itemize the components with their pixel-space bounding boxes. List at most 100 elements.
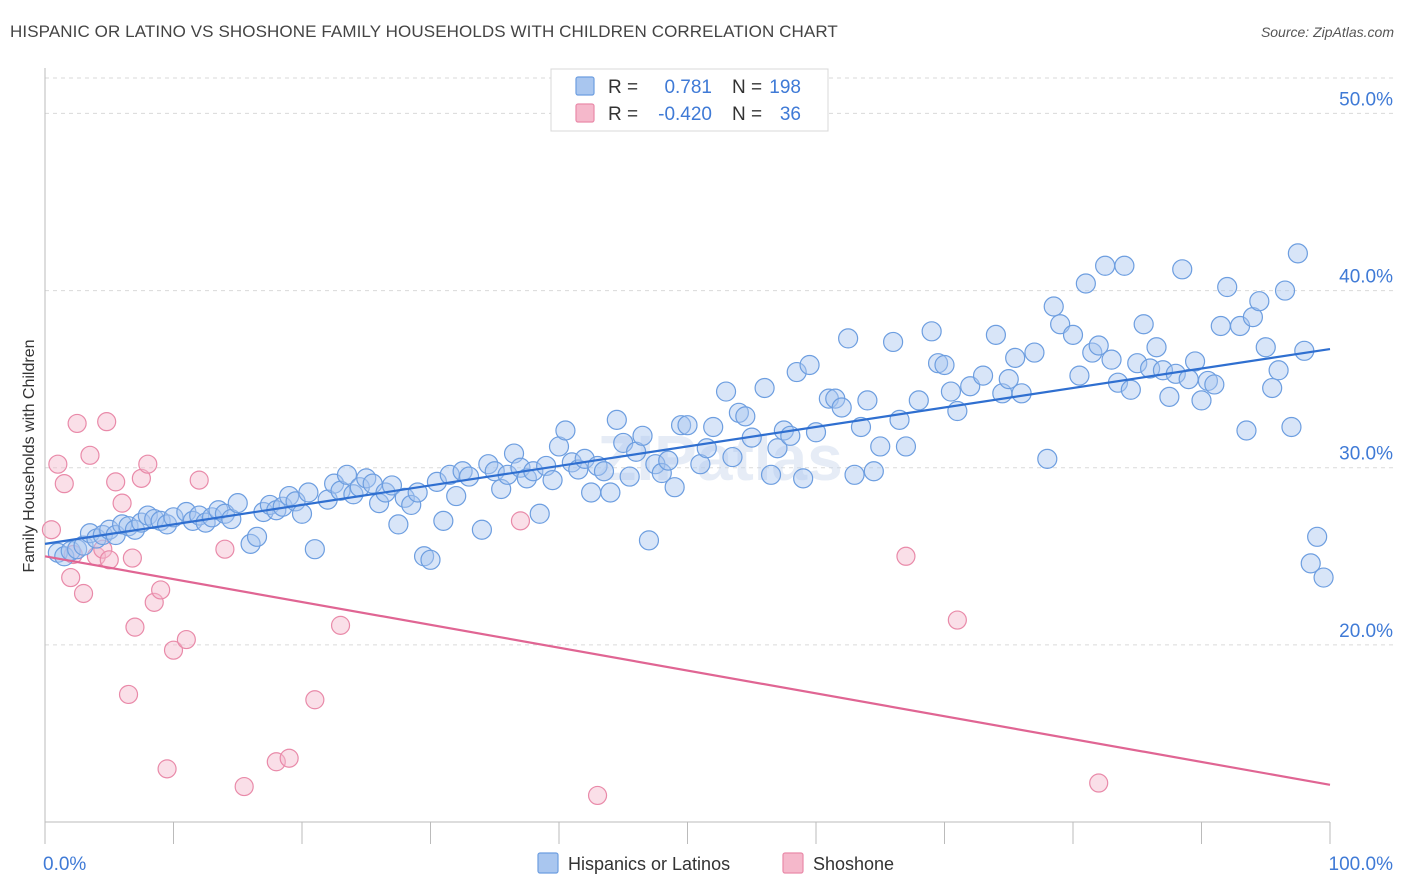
trend-lines	[44, 347, 1331, 786]
data-point	[189, 470, 209, 490]
trend-line-shoshone	[44, 555, 1331, 786]
data-point	[1262, 377, 1283, 399]
data-point	[61, 567, 81, 588]
data-point	[863, 461, 884, 482]
data-point	[41, 520, 62, 540]
data-point	[304, 539, 325, 560]
data-point	[131, 468, 151, 488]
data-point	[1037, 448, 1058, 469]
data-point	[144, 592, 164, 612]
legend-n-label-2: N =	[732, 104, 762, 125]
data-point	[1236, 420, 1257, 441]
data-point	[1159, 386, 1180, 407]
data-point	[1172, 259, 1193, 280]
data-point	[67, 413, 87, 434]
data-point	[908, 390, 929, 411]
data-point	[1210, 315, 1231, 337]
legend-box	[550, 68, 829, 132]
legend-swatch-pink	[575, 103, 595, 123]
data-point	[838, 328, 859, 349]
y-tick-label: 50.0%	[1339, 89, 1393, 110]
data-point	[413, 546, 435, 567]
data-point	[677, 415, 698, 436]
legend-n-value-1: 198	[769, 77, 801, 98]
data-point	[1120, 379, 1141, 400]
data-point	[870, 436, 891, 457]
data-point	[735, 406, 756, 427]
bottom-legend-label-1: Hispanics or Latinos	[568, 854, 730, 874]
data-point	[844, 464, 865, 485]
data-point	[471, 519, 492, 540]
data-point	[227, 493, 248, 514]
chart-title: HISPANIC OR LATINO VS SHOSHONE FAMILY HO…	[10, 22, 838, 41]
data-point	[857, 390, 878, 411]
data-point	[151, 580, 171, 600]
legend-n-label-1: N =	[732, 77, 762, 98]
data-point	[1274, 280, 1296, 301]
data-point	[1294, 340, 1315, 361]
data-point	[420, 549, 441, 570]
data-point	[97, 412, 117, 432]
data-point	[1069, 365, 1090, 386]
legend-r-label-1: R =	[608, 77, 638, 98]
y-tick-label: 30.0%	[1339, 444, 1393, 465]
y-tick-label: 20.0%	[1339, 621, 1393, 642]
data-point	[850, 416, 872, 438]
data-point	[658, 450, 679, 471]
data-point	[1133, 314, 1154, 335]
bottom-legend-swatch-pink	[782, 852, 804, 874]
data-point	[112, 493, 132, 513]
data-point	[985, 324, 1007, 345]
data-point	[1127, 353, 1148, 374]
data-point	[138, 454, 158, 474]
source-credit: Source: ZipAtlas.com	[1260, 24, 1394, 40]
data-point	[1307, 526, 1328, 547]
data-point	[73, 583, 94, 604]
legend-r-value-1: 0.781	[664, 77, 712, 98]
data-point	[1146, 337, 1167, 358]
data-point	[426, 471, 448, 492]
data-point	[921, 321, 942, 342]
trend-line-hispanic	[44, 347, 1331, 545]
data-point	[336, 464, 358, 485]
data-point	[246, 526, 268, 547]
bottom-legend-label-2: Shoshone	[813, 854, 894, 874]
data-point	[73, 535, 94, 556]
data-point	[715, 381, 737, 402]
data-point	[638, 530, 660, 551]
data-point	[122, 548, 142, 568]
data-point	[1114, 255, 1135, 276]
legend-r-value-2: -0.420	[658, 104, 712, 125]
data-point	[1281, 416, 1302, 438]
data-point	[433, 510, 454, 531]
data-point	[972, 365, 994, 386]
data-point	[305, 690, 325, 710]
data-point	[458, 466, 480, 487]
data-point	[298, 482, 319, 503]
data-point	[1217, 276, 1238, 298]
data-point	[587, 785, 608, 806]
data-point	[291, 503, 313, 524]
data-point	[896, 546, 916, 566]
data-point	[54, 474, 74, 494]
data-point	[279, 485, 300, 507]
y-axis-label-group: Family Households with Children	[21, 340, 38, 573]
data-point	[728, 402, 750, 423]
data-point	[670, 415, 692, 436]
data-point	[1075, 273, 1096, 294]
data-point	[176, 629, 196, 650]
data-point	[619, 466, 640, 487]
data-point	[330, 615, 351, 635]
data-point	[940, 381, 962, 402]
data-point	[234, 776, 254, 797]
data-point	[125, 617, 145, 637]
legend-n-value-2: 36	[780, 104, 801, 125]
x-tick-label: 100.0%	[1329, 854, 1394, 875]
correlation-legend: R = 0.781 N = 198 R = -0.420 N = 36	[550, 68, 829, 132]
data-point	[1204, 374, 1225, 395]
data-point	[215, 539, 235, 559]
axis-layer: 20.0% 30.0% 40.0% 50.0% 0.0% 100.0%	[43, 68, 1393, 875]
data-point	[606, 409, 627, 430]
